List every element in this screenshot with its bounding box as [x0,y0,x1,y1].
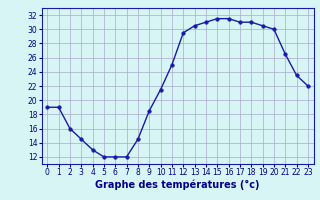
X-axis label: Graphe des températures (°c): Graphe des températures (°c) [95,180,260,190]
